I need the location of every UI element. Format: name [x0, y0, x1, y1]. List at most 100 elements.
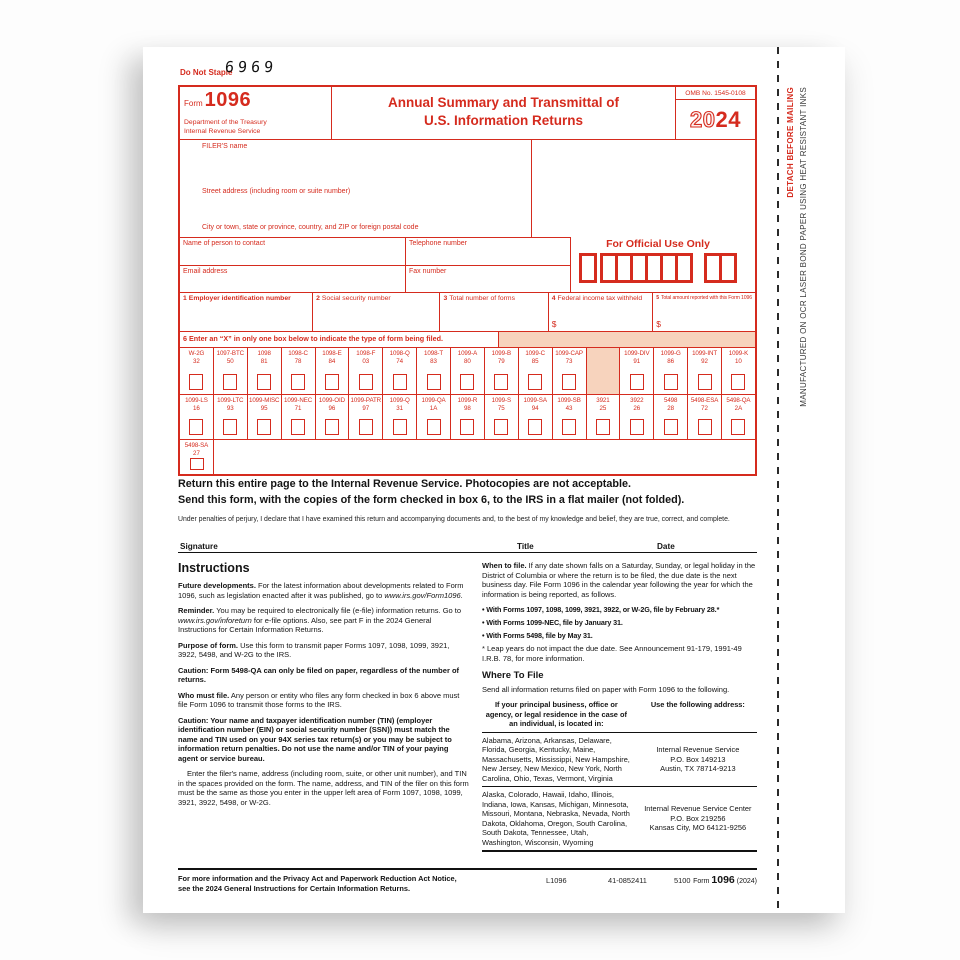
form-type-cell-1099-G: 1099-G 86: [654, 348, 689, 394]
form-type-cell-5498-ESA: 5498-ESA 72: [688, 395, 722, 439]
checkbox-W-2G[interactable]: [189, 374, 204, 390]
checkbox-1097-BTC[interactable]: [223, 374, 238, 390]
form-type-name: 1099-QA: [421, 397, 446, 404]
address-column-header: Use the following address:: [650, 700, 745, 710]
checkbox-1099-R[interactable]: [460, 419, 475, 435]
instructions-right-column: When to file. If any date shown falls on…: [482, 561, 757, 855]
form-type-cell-1099-PATR: 1099-PATR 97: [349, 395, 384, 439]
form-type-cell-blank: [586, 348, 621, 394]
checkbox-5498-SA[interactable]: [189, 458, 204, 470]
checkbox-1099-NEC[interactable]: [291, 419, 306, 435]
checkbox-1099-PATR[interactable]: [358, 419, 373, 435]
form-type-code: 86: [667, 358, 675, 366]
contact-name-field[interactable]: Name of person to contact: [180, 238, 406, 266]
form-type-cell-1098-F: 1098-F 03: [349, 348, 384, 394]
form-type-code: 91: [633, 358, 641, 366]
form-type-name: 1099-B: [491, 350, 511, 357]
checkbox-1099-SB[interactable]: [562, 419, 577, 435]
box4-tax-withheld-field[interactable]: 4 Federal income tax withheld $: [549, 293, 654, 331]
form-type-code: 83: [430, 358, 437, 366]
checkbox-1099-LS[interactable]: [189, 419, 204, 435]
form-type-code: 78: [294, 358, 302, 366]
contact-name-label: Name of person to contact: [183, 240, 266, 247]
official-use-boxes: [563, 253, 753, 283]
checkbox-1099-DIV[interactable]: [629, 374, 644, 390]
form-type-cell-1099-INT: 1099-INT 92: [688, 348, 722, 394]
form-type-cell-1099-MISC: 1099-MISC 95: [248, 395, 282, 439]
checkbox-1099-K[interactable]: [731, 374, 746, 390]
form-type-name: 1099-MISC: [248, 397, 280, 404]
checkbox-1099-A[interactable]: [460, 374, 475, 390]
official-use-box: [579, 253, 597, 283]
box1-ein-field[interactable]: 1 Employer identification number: [180, 293, 314, 331]
form-1096-sheet: Do Not Staple 6969 Form 1096 Department o…: [143, 47, 845, 913]
form-type-code: 71: [294, 405, 302, 413]
checkbox-1098-E[interactable]: [324, 374, 339, 390]
checkbox-1099-OID[interactable]: [324, 419, 339, 435]
form-word-label: Form: [184, 99, 203, 108]
checkbox-1099-S[interactable]: [494, 419, 509, 435]
checkbox-1099-Q[interactable]: [392, 419, 407, 435]
box3-number: 3: [443, 295, 448, 302]
where-to-file-table-header: If your principal business, office or ag…: [482, 700, 757, 729]
box3-total-forms-field[interactable]: 3 Total number of forms: [440, 293, 549, 331]
official-use-box: [675, 253, 693, 283]
form-type-code: 16: [192, 405, 200, 413]
checkbox-1099-LTC[interactable]: [223, 419, 238, 435]
tax-year: 20 24: [676, 100, 755, 139]
checkbox-1099-C[interactable]: [528, 374, 543, 390]
form-type-name: 1097-BTC: [216, 350, 245, 357]
checkbox-1099-MISC[interactable]: [257, 419, 272, 435]
checkbox-1099-G[interactable]: [663, 374, 678, 390]
form-1096-main-box: Form 1096 Department of the Treasury Inte…: [178, 85, 757, 476]
filer-name-label: FILER'S name: [202, 143, 248, 150]
checkbox-1099-B[interactable]: [494, 374, 509, 390]
footer-form-year: (2024): [736, 878, 757, 885]
street-address-label: Street address (including room or suite …: [202, 188, 351, 195]
form-type-name: 1099-K: [728, 350, 749, 357]
form-type-code: 32: [192, 358, 200, 366]
checkbox-1099-CAP[interactable]: [562, 374, 577, 390]
box5-total-amount-field[interactable]: 5 Total amount reported with this Form 10…: [653, 293, 755, 331]
form-type-code: 28: [667, 405, 675, 413]
footer-form-number: 1096: [711, 874, 735, 886]
form-type-grid-row2: 1099-LS 16 1099-LTC 93 1099-MISC 95 1099-NEC 71…: [180, 394, 755, 439]
box4-label: Federal income tax withheld: [557, 295, 643, 302]
box2-ssn-field[interactable]: 2 Social security number: [313, 293, 441, 331]
form-type-cell-1098-E: 1098-E 84: [316, 348, 350, 394]
form-title-line1: Annual Summary and Transmittal of: [387, 95, 620, 110]
checkbox-3921[interactable]: [595, 419, 610, 435]
checkbox-1098-Q[interactable]: [392, 374, 407, 390]
form-type-name: 1099-DIV: [624, 350, 650, 357]
form-type-cell-1098-C: 1098-C 78: [282, 348, 316, 394]
filer-info-input-area[interactable]: FILER'S name Street address (including r…: [180, 140, 532, 237]
where-to-file-row: Alaska, Colorado, Hawaii, Idaho, Illinoi…: [482, 790, 757, 847]
checkbox-1098-F[interactable]: [358, 374, 373, 390]
footer-form-word: Form: [693, 878, 710, 885]
telephone-field[interactable]: Telephone number: [406, 238, 570, 266]
checkbox-1099-QA[interactable]: [426, 419, 441, 435]
signature-line[interactable]: Signature Title Date: [178, 535, 757, 553]
checkbox-1099-SA[interactable]: [528, 419, 543, 435]
checkbox-1098[interactable]: [257, 374, 272, 390]
checkbox-1098-T[interactable]: [426, 374, 441, 390]
box1-number: 1: [183, 295, 187, 302]
form-type-cell-1099-NEC: 1099-NEC 71: [282, 395, 316, 439]
tax-year-bold: 24: [715, 106, 741, 132]
fax-field[interactable]: Fax number: [406, 266, 570, 292]
form-type-cell-1098-Q: 1098-Q 74: [383, 348, 418, 394]
checkbox-5498-ESA[interactable]: [697, 419, 712, 435]
checkbox-5498[interactable]: [663, 419, 678, 435]
form-type-name: 1098: [257, 350, 271, 357]
checkbox-1099-INT[interactable]: [697, 374, 712, 390]
footer-code-5100: 5100: [674, 876, 691, 885]
form-type-cell-1099-QA: 1099-QA 1A: [417, 395, 451, 439]
box6-instruction-label: 6 Enter an “X” in only one box below to …: [180, 332, 499, 347]
checkbox-3922[interactable]: [629, 419, 644, 435]
email-field[interactable]: Email address: [180, 266, 406, 292]
leap-year-footnote: * Leap years do not impact the due date.…: [482, 644, 742, 663]
official-use-box-group: [600, 253, 693, 283]
checkbox-5498-QA[interactable]: [731, 419, 746, 435]
box4-number: 4: [551, 295, 556, 302]
checkbox-1098-C[interactable]: [291, 374, 306, 390]
